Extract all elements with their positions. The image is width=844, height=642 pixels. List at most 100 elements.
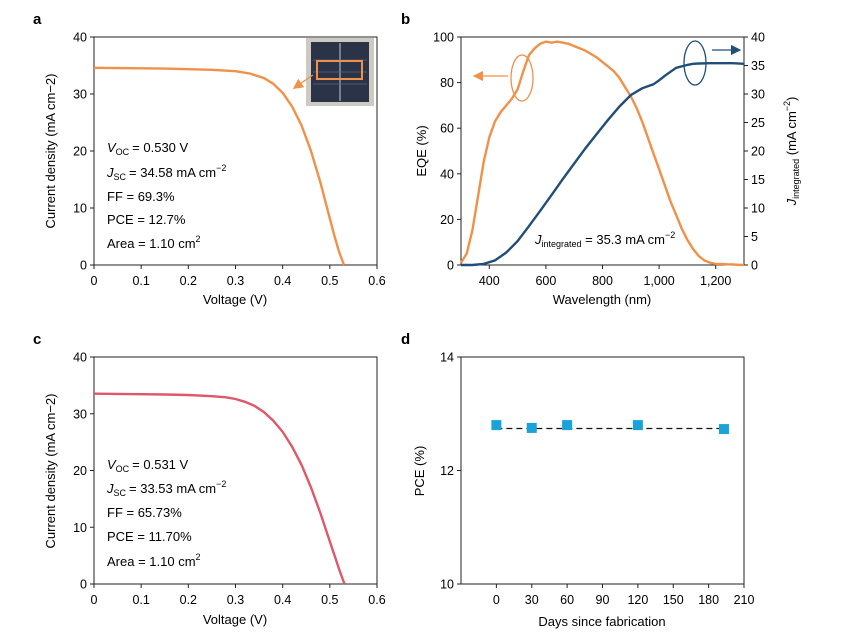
y2-b-tick-label: 40 xyxy=(751,31,765,45)
y2-axis-label-b: Jintegrated (mA cm−2) xyxy=(782,97,801,207)
x-d-tick-label: 120 xyxy=(627,593,648,607)
x-d-tick-label: 30 xyxy=(525,593,539,607)
y-b-tick-label: 60 xyxy=(440,122,454,136)
plot-frame-b xyxy=(460,36,745,266)
x-a-tick-label: 0.2 xyxy=(180,274,197,288)
x-a-tick-label: 0 xyxy=(91,274,98,288)
y-d-tick-label: 12 xyxy=(440,464,454,478)
voc-c: VOC = 0.531 V xyxy=(107,457,189,474)
y-axis-label-c: Current density (mA cm−2) xyxy=(43,394,58,549)
params-c: VOC = 0.531 V JSC = 33.53 mA cm−2 FF = 65.… xyxy=(106,457,226,569)
y-c-tick-label: 10 xyxy=(73,521,87,535)
y-b-tick-label: 0 xyxy=(447,259,454,273)
y-a-tick-label: 30 xyxy=(73,88,87,102)
panel-d: d 10 12 14 0 30 60 90 120 150 180 210 Days since … xyxy=(401,331,754,629)
panel-label-d: d xyxy=(401,331,410,348)
pce-a: PCE = 12.7% xyxy=(107,212,186,227)
x-d-tick-label: 60 xyxy=(560,593,574,607)
x-d-tick-label: 150 xyxy=(663,593,684,607)
x-a-tick-label: 0.3 xyxy=(227,274,244,288)
x-c-tick-label: 0.6 xyxy=(368,593,385,607)
y-b-tick-label: 20 xyxy=(440,213,454,227)
y-b-tick-label: 80 xyxy=(440,76,454,90)
x-a-tick-label: 0.4 xyxy=(274,274,291,288)
y2-b-tick-label: 25 xyxy=(751,116,765,130)
y-a-tick-label: 0 xyxy=(80,259,87,273)
y2-b-tick-label: 20 xyxy=(751,145,765,159)
device-photo-inset xyxy=(306,38,374,106)
x-c-tick-label: 0.1 xyxy=(132,593,149,607)
y-ticks-d: 10 12 14 xyxy=(440,351,461,592)
pce-data-point xyxy=(632,420,643,431)
jint-curve-marker-ellipse xyxy=(683,40,707,86)
ff-c: FF = 65.73% xyxy=(107,505,182,520)
panel-label-b: b xyxy=(401,11,410,28)
y2-b-tick-label: 5 xyxy=(751,230,758,244)
y2-b-tick-label: 0 xyxy=(751,259,758,273)
x-b-tick-label: 1,000 xyxy=(643,274,674,288)
y-ticks-a: 0 10 20 30 40 xyxy=(73,31,94,273)
jsc-c: JSC = 33.53 mA cm−2 xyxy=(106,479,226,498)
y-a-tick-label: 40 xyxy=(73,31,87,45)
active-area-highlight xyxy=(316,60,363,80)
y-c-tick-label: 40 xyxy=(73,351,87,365)
pce-data-point xyxy=(718,424,729,435)
x-b-tick-label: 400 xyxy=(479,274,500,288)
params-a: VOC = 0.530 V JSC = 34.58 mA cm−2 FF = 69.… xyxy=(106,140,226,251)
y-ticks-b: 0 20 40 60 80 100 xyxy=(433,31,461,273)
x-d-tick-label: 180 xyxy=(698,593,719,607)
x-ticks-a: 0 0.1 0.2 0.3 0.4 0.5 0.6 xyxy=(91,265,386,288)
x-a-tick-label: 0.6 xyxy=(368,274,385,288)
pce-data-point xyxy=(491,420,502,431)
ff-a: FF = 69.3% xyxy=(107,189,175,204)
y-axis-label-d: PCE (%) xyxy=(412,446,427,497)
eqe-curve-marker-ellipse xyxy=(510,54,534,102)
jv-curve-c xyxy=(93,392,346,585)
y2-ticks-b: 0 5 10 15 20 25 30 35 40 xyxy=(744,31,765,273)
jsc-a: JSC = 34.58 mA cm−2 xyxy=(106,163,226,182)
y2-b-tick-label: 30 xyxy=(751,88,765,102)
y-ticks-c: 0 10 20 30 40 xyxy=(73,351,94,592)
eqe-curve xyxy=(459,40,745,267)
x-ticks-b: 400 600 800 1,000 1,200 xyxy=(479,265,731,288)
y-c-tick-label: 30 xyxy=(73,407,87,421)
x-c-tick-label: 0.4 xyxy=(274,593,291,607)
x-a-tick-label: 0.5 xyxy=(321,274,338,288)
jintegrated-curve xyxy=(461,62,745,267)
voc-a: VOC = 0.530 V xyxy=(107,140,189,157)
x-axis-label-d: Days since fabrication xyxy=(538,614,665,629)
panel-label-a: a xyxy=(33,11,42,28)
x-axis-label-b: Wavelength (nm) xyxy=(553,292,652,307)
plot-frame-d xyxy=(460,356,745,585)
jv-curve-a xyxy=(93,66,346,266)
x-axis-label-c: Voltage (V) xyxy=(203,612,267,627)
panel-a: a 0 10 20 30 40 0 0.1 0.2 0.3 0.4 0.5 0.6 Voltage … xyxy=(33,11,386,307)
y-axis-label-b: EQE (%) xyxy=(414,125,429,176)
panel-label-c: c xyxy=(33,331,41,348)
pce-c: PCE = 11.70% xyxy=(107,529,192,544)
x-d-tick-label: 90 xyxy=(596,593,610,607)
x-d-tick-label: 0 xyxy=(493,593,500,607)
x-c-tick-label: 0.5 xyxy=(321,593,338,607)
area-a: Area = 1.10 cm2 xyxy=(107,234,201,251)
x-b-tick-label: 800 xyxy=(592,274,613,288)
y-c-tick-label: 0 xyxy=(80,578,87,592)
inset-pointer-arrow xyxy=(292,74,314,89)
x-a-tick-label: 0.1 xyxy=(132,274,149,288)
y-axis-label-a-text: Current density (mA cm−2) xyxy=(43,74,58,229)
y2-b-tick-label: 15 xyxy=(751,173,765,187)
y-c-tick-label: 20 xyxy=(73,464,87,478)
pce-points xyxy=(491,420,729,435)
y2-b-tick-label: 10 xyxy=(751,202,765,216)
x-ticks-c: 0 0.1 0.2 0.3 0.4 0.5 0.6 xyxy=(91,584,386,607)
y-a-tick-label: 10 xyxy=(73,202,87,216)
y-axis-label-a: Current density (mA cm−2) xyxy=(43,74,58,229)
x-b-tick-label: 600 xyxy=(535,274,556,288)
x-ticks-d: 0 30 60 90 120 150 180 210 xyxy=(493,584,755,607)
x-axis-label-a: Voltage (V) xyxy=(203,292,267,307)
y-a-tick-label: 20 xyxy=(73,145,87,159)
x-d-tick-label: 210 xyxy=(734,593,755,607)
x-c-tick-label: 0.3 xyxy=(227,593,244,607)
y2-b-tick-label: 35 xyxy=(751,59,765,73)
pce-data-point xyxy=(562,420,573,431)
